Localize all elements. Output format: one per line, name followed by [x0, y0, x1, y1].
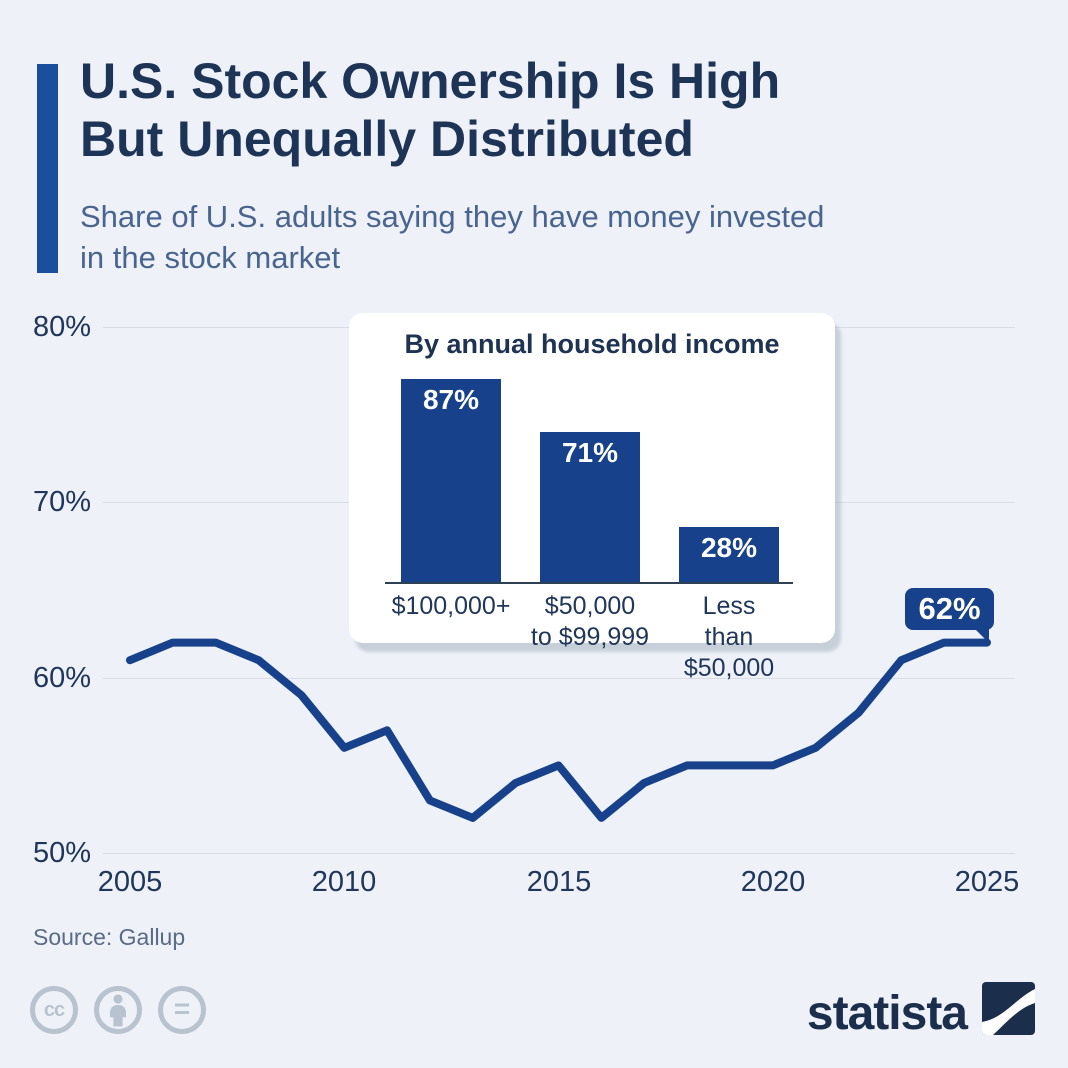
- income-bar-1: 71%: [540, 432, 640, 583]
- y-axis-label-50: 50%: [33, 837, 92, 869]
- latest-value-callout: 62%: [905, 588, 994, 643]
- page-subtitle: Share of U.S. adults saying they have mo…: [80, 196, 824, 278]
- inset-x-axis-line: [385, 582, 793, 584]
- bar-value-label: 71%: [561, 437, 619, 468]
- x-axis-label-2010: 2010: [311, 866, 377, 898]
- subtitle-line-1: Share of U.S. adults saying they have mo…: [80, 199, 825, 234]
- cc-icon-label: cc: [43, 998, 65, 1021]
- attribution-person-icon[interactable]: [94, 986, 142, 1034]
- gridline-50: [103, 853, 1015, 854]
- bar-category-label: Less than $50,000: [683, 592, 775, 682]
- source-note: Source: Gallup: [33, 924, 186, 950]
- page-title: U.S. Stock Ownership Is High But Unequal…: [80, 52, 780, 168]
- subtitle-line-2: in the stock market: [80, 240, 341, 275]
- y-axis-label-70: 70%: [33, 486, 92, 519]
- cc-license-icons: cc =: [30, 986, 206, 1034]
- bar-category-label: $100,000+: [391, 592, 511, 620]
- statista-swoosh: [982, 989, 1035, 1035]
- bar-value-label: 87%: [422, 384, 480, 415]
- person-glyph: [110, 994, 126, 1027]
- equals-nd-icon[interactable]: =: [158, 986, 206, 1034]
- income-bar-0: 87%: [401, 379, 501, 583]
- income-bar-2: 28%: [679, 527, 779, 583]
- bar-value-label: 28%: [700, 532, 758, 563]
- x-axis-label-2005: 2005: [97, 866, 163, 898]
- statista-logo-icon[interactable]: [982, 982, 1035, 1035]
- title-line-2: But Unequally Distributed: [80, 111, 694, 167]
- inset-chart-title: By annual household income: [404, 329, 780, 359]
- stock-ownership-trend-line: [126, 638, 991, 822]
- income-inset-card: By annual household income 87% $100,000+ 7…: [349, 313, 835, 682]
- statista-logo-text[interactable]: statista: [806, 987, 968, 1040]
- cc-icon[interactable]: cc: [30, 986, 78, 1034]
- x-axis-label-2020: 2020: [740, 866, 806, 898]
- gridline-60: [103, 678, 1015, 679]
- x-axis-label-2015: 2015: [526, 866, 592, 898]
- x-axis-label-2025: 2025: [954, 866, 1020, 898]
- equals-icon-label: =: [173, 992, 191, 1024]
- title-line-1: U.S. Stock Ownership Is High: [80, 53, 781, 109]
- y-axis-label-60: 60%: [33, 661, 92, 694]
- bar-category-label: $50,000 to $99,999: [530, 592, 650, 651]
- y-axis-label-80: 80%: [33, 311, 92, 344]
- title-accent-bar: [37, 64, 58, 273]
